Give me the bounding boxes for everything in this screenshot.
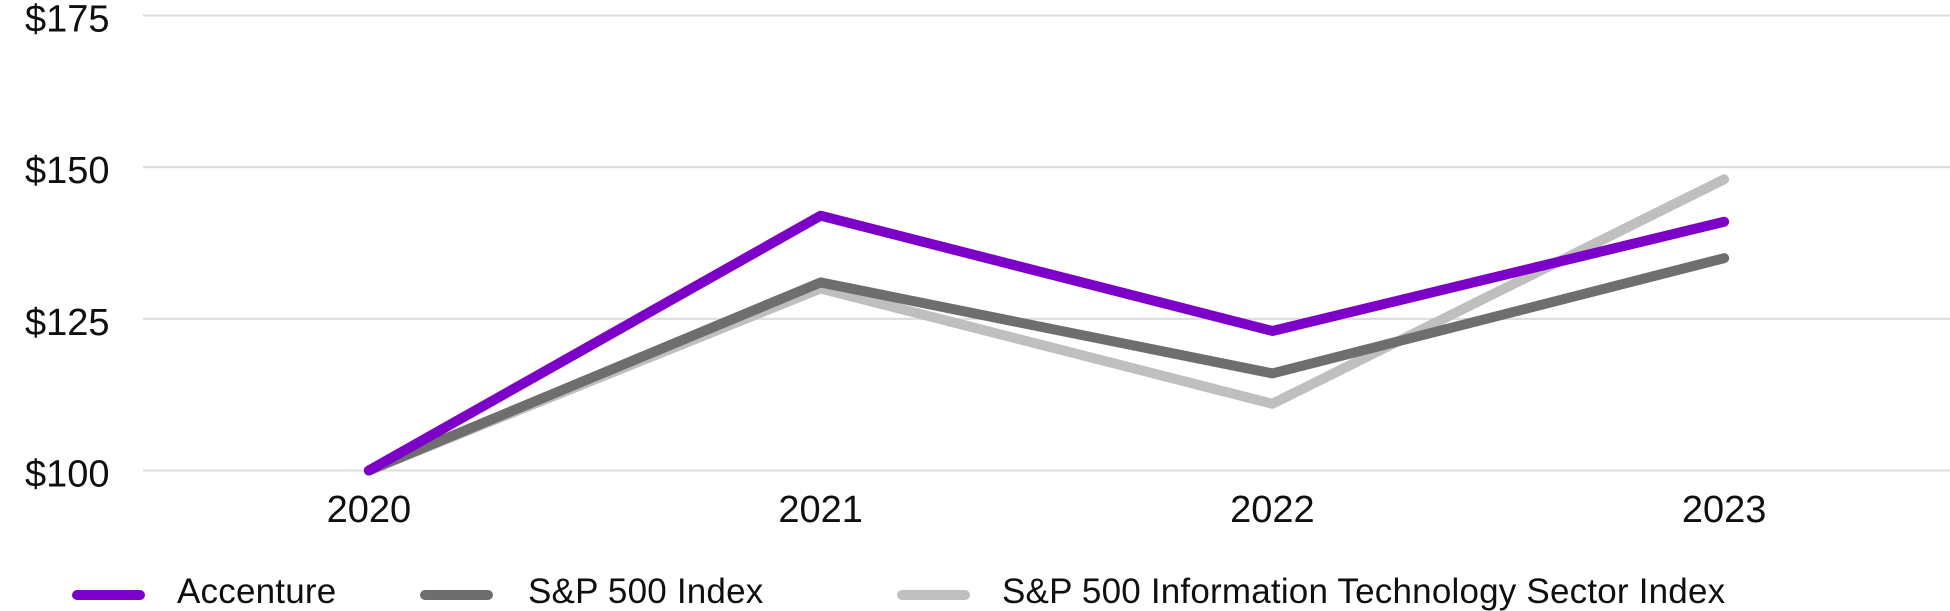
legend-label-accenture: Accenture <box>177 572 337 611</box>
legend-label-sp500: S&P 500 Index <box>528 572 764 611</box>
x-axis-tick-label: 2022 <box>1230 489 1315 531</box>
performance-chart-canvas: $100 $125 $150 $175 2020 2021 2022 2023 <box>25 0 1950 531</box>
series-line-sp500 <box>363 253 1730 476</box>
y-axis-tick-label: $175 <box>25 0 110 41</box>
legend-label-sp500-it: S&P 500 Information Technology Sector In… <box>1002 572 1726 611</box>
y-axis-tick-label: $150 <box>25 150 110 192</box>
y-axis-tick-label: $125 <box>25 302 110 344</box>
legend-swatch-sp500-it <box>897 590 970 600</box>
series-line-accenture <box>363 210 1730 476</box>
y-axis-tick-label: $100 <box>25 454 110 496</box>
legend-swatch-sp500 <box>420 590 493 600</box>
x-axis-tick-label: 2023 <box>1682 489 1767 531</box>
x-axis-tick-label: 2021 <box>778 489 863 531</box>
x-axis-tick-label: 2020 <box>327 489 412 531</box>
legend-swatch-accenture <box>72 590 145 600</box>
